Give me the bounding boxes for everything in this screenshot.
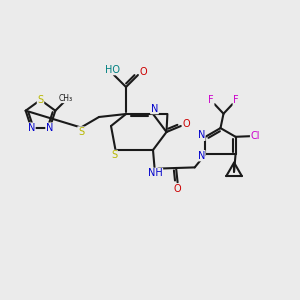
Text: S: S [38, 95, 44, 105]
Text: N: N [28, 123, 35, 133]
Text: HO: HO [105, 64, 120, 75]
Text: S: S [111, 150, 117, 161]
Text: NH: NH [148, 168, 163, 178]
Text: Cl: Cl [250, 131, 260, 141]
Text: O: O [182, 119, 190, 130]
Text: N: N [197, 130, 205, 140]
Text: O: O [140, 67, 147, 77]
Text: S: S [78, 127, 84, 137]
Text: N: N [151, 103, 158, 114]
Text: F: F [233, 95, 239, 106]
Text: CH₃: CH₃ [59, 94, 73, 103]
Text: N: N [46, 123, 53, 133]
Text: N: N [197, 151, 205, 161]
Text: F: F [208, 95, 214, 106]
Text: O: O [174, 184, 182, 194]
